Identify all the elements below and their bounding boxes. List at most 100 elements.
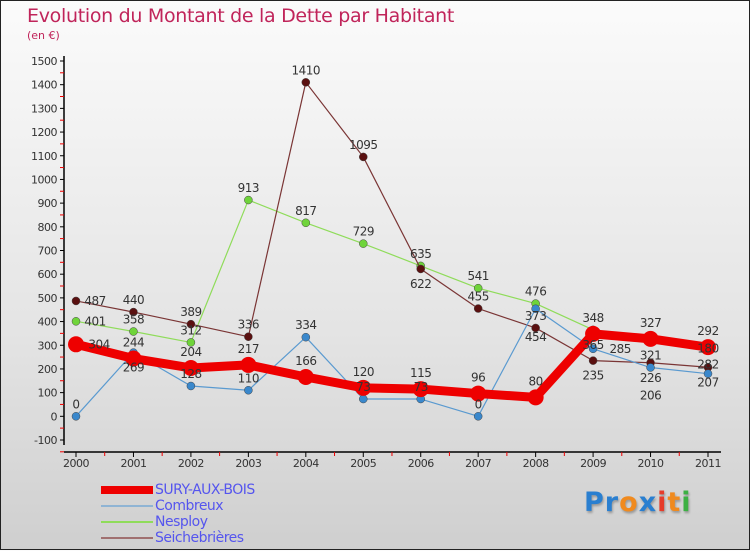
y-tick-label: 1300 xyxy=(31,102,57,115)
data-label-sury-aux-bois: 327 xyxy=(640,316,661,330)
legend-swatch xyxy=(101,505,153,507)
x-tick-label: 2000 xyxy=(63,457,89,470)
x-tick-label: 2003 xyxy=(235,457,261,470)
data-point-sury-aux-bois xyxy=(182,359,199,376)
y-tick-label: 1400 xyxy=(31,79,57,92)
data-point-combreux xyxy=(301,332,311,342)
data-label-nesploy: 541 xyxy=(467,269,488,283)
data-point-nesploy xyxy=(301,218,311,228)
data-label-combreux: 110 xyxy=(238,371,259,385)
legend-item-seichebrieres[interactable]: Seichebrières xyxy=(101,530,255,546)
data-label-seichebri-res: 487 xyxy=(84,294,105,308)
legend-label: SURY-AUX-BOIS xyxy=(155,482,255,498)
data-label-nesploy: 476 xyxy=(525,285,546,299)
data-point-seichebri-res xyxy=(588,356,598,365)
legend-item-combreux[interactable]: Combreux xyxy=(101,498,255,514)
data-point-nesploy xyxy=(186,338,196,347)
logo-letter: P xyxy=(584,487,605,518)
data-point-combreux xyxy=(646,363,655,372)
data-label-seichebri-res: 622 xyxy=(410,277,431,291)
data-label-seichebri-res: 1095 xyxy=(349,138,378,152)
series-line-seichebri-res xyxy=(75,81,709,368)
legend: SURY-AUX-BOIS Combreux Nesploy Seichebri… xyxy=(101,482,255,546)
data-label-nesploy: 312 xyxy=(180,323,201,337)
data-label-sury-aux-bois: 304 xyxy=(88,337,109,351)
data-point-seichebri-res xyxy=(244,332,253,341)
y-tick-label: 500 xyxy=(38,292,58,305)
data-point-combreux xyxy=(244,386,253,395)
chart-title: Evolution du Montant de la Dette par Hab… xyxy=(27,5,455,27)
data-label-sury-aux-bois: 244 xyxy=(123,336,144,350)
x-tick-label: 2010 xyxy=(638,457,664,470)
data-label-sury-aux-bois: 80 xyxy=(528,374,542,388)
data-point-sury-aux-bois xyxy=(297,368,314,385)
y-tick-label: 600 xyxy=(38,268,58,281)
data-label-combreux: 128 xyxy=(180,367,201,381)
data-label-sury-aux-bois: 217 xyxy=(238,342,259,356)
data-point-combreux xyxy=(359,394,368,404)
data-point-seichebri-res xyxy=(301,78,311,87)
data-point-sury-aux-bois xyxy=(68,336,84,353)
logo-letter: r xyxy=(604,487,620,518)
y-tick-label: 300 xyxy=(38,339,58,352)
data-label-nesploy: 635 xyxy=(410,247,431,261)
data-label-combreux: 73 xyxy=(414,380,428,394)
legend-label: Combreux xyxy=(155,498,224,514)
data-label-nesploy: 358 xyxy=(123,313,144,327)
data-label-combreux: 73 xyxy=(356,380,370,394)
data-point-seichebri-res xyxy=(416,264,425,274)
legend-item-sury[interactable]: SURY-AUX-BOIS xyxy=(101,482,255,498)
y-tick-label: 400 xyxy=(38,316,58,329)
data-label-sury-aux-bois: 292 xyxy=(697,324,718,338)
y-tick-label: 800 xyxy=(38,221,58,234)
data-point-combreux xyxy=(71,412,81,421)
data-label-sury-aux-bois: 348 xyxy=(582,311,603,325)
data-point-sury-aux-bois xyxy=(700,339,716,356)
data-point-sury-aux-bois xyxy=(355,379,372,396)
data-label-nesploy: 913 xyxy=(238,181,259,195)
data-label-seichebri-res: 207 xyxy=(697,375,718,389)
logo-letter: x xyxy=(638,487,658,518)
data-label-seichebri-res: 389 xyxy=(180,305,201,319)
legend-label: Seichebrières xyxy=(155,530,244,546)
data-label-combreux: 285 xyxy=(609,342,630,356)
data-label-sury-aux-bois: 115 xyxy=(410,366,431,380)
x-tick-label: 2011 xyxy=(695,457,721,470)
data-point-seichebri-res xyxy=(186,319,196,329)
data-label-seichebri-res: 235 xyxy=(582,369,603,383)
series-line-combreux xyxy=(75,308,709,417)
data-point-sury-aux-bois xyxy=(412,381,429,398)
data-point-sury-aux-bois xyxy=(642,330,659,347)
data-label-combreux: 334 xyxy=(295,318,316,332)
data-point-seichebri-res xyxy=(129,307,138,317)
data-point-combreux xyxy=(588,344,598,354)
legend-item-nesploy[interactable]: Nesploy xyxy=(101,514,255,530)
data-label-nesploy: 401 xyxy=(84,314,105,328)
data-point-sury-aux-bois xyxy=(125,350,142,367)
logo-letter: i xyxy=(681,487,692,518)
data-label-combreux: 454 xyxy=(525,330,546,344)
data-point-seichebri-res xyxy=(531,323,540,333)
y-tick-label: 1000 xyxy=(31,173,57,186)
y-tick-label: 700 xyxy=(38,245,58,258)
data-point-nesploy xyxy=(244,195,253,205)
data-point-nesploy xyxy=(71,317,81,326)
data-point-sury-aux-bois xyxy=(240,356,257,373)
data-labels: 304 244 204 217 166 120 115 96 80 348 327 292 401 358… xyxy=(72,63,719,411)
legend-swatch xyxy=(101,537,153,539)
data-point-combreux xyxy=(186,381,196,391)
data-label-nesploy: 729 xyxy=(353,225,374,239)
data-label-seichebri-res: 373 xyxy=(525,309,546,323)
data-point-sury-aux-bois xyxy=(585,325,602,342)
x-tick-label: 2006 xyxy=(408,457,434,470)
proxiti-logo: Proxiti xyxy=(584,487,692,519)
logo-letter: i xyxy=(657,487,668,518)
data-label-seichebri-res: 455 xyxy=(467,290,488,304)
x-tick-label: 2005 xyxy=(350,457,376,470)
data-label-combreux: 269 xyxy=(123,361,144,375)
series-line-nesploy xyxy=(75,199,709,351)
legend-label: Nesploy xyxy=(155,514,208,530)
x-tick-label: 2009 xyxy=(580,457,606,470)
data-label-sury-aux-bois: 96 xyxy=(471,371,485,385)
